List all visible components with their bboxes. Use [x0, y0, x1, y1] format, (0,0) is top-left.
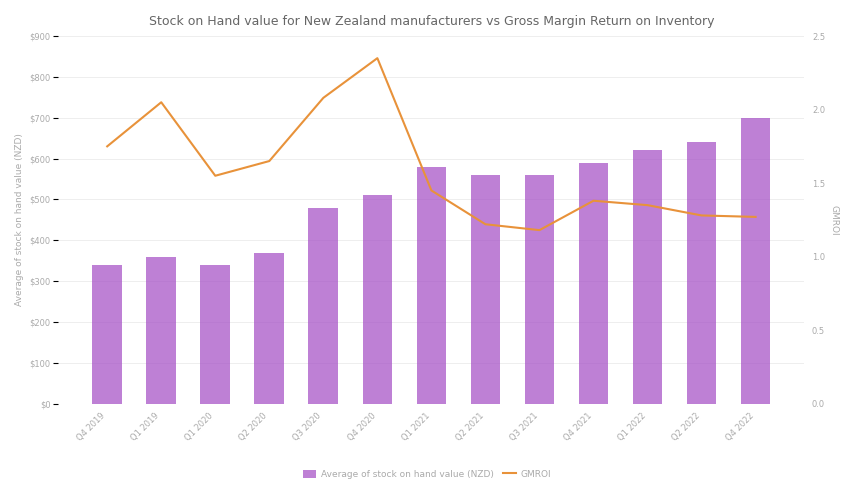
Bar [632, 150, 662, 404]
Legend: Average of stock on hand value (NZD), GMROI: Average of stock on hand value (NZD), GM… [299, 466, 554, 483]
Bar [524, 175, 554, 404]
Bar [740, 118, 769, 404]
Bar [686, 142, 716, 404]
Bar [200, 265, 229, 404]
Bar [362, 195, 392, 404]
Bar [92, 265, 122, 404]
Bar [308, 207, 338, 404]
Bar [470, 175, 500, 404]
Bar [416, 167, 446, 404]
Y-axis label: Average of stock on hand value (NZD): Average of stock on hand value (NZD) [15, 133, 24, 306]
Y-axis label: GMROI: GMROI [829, 205, 838, 235]
Title: Stock on Hand value for New Zealand manufacturers vs Gross Margin Return on Inve: Stock on Hand value for New Zealand manu… [148, 15, 713, 28]
Bar [254, 253, 284, 404]
Bar [578, 163, 607, 404]
Bar [146, 257, 176, 404]
